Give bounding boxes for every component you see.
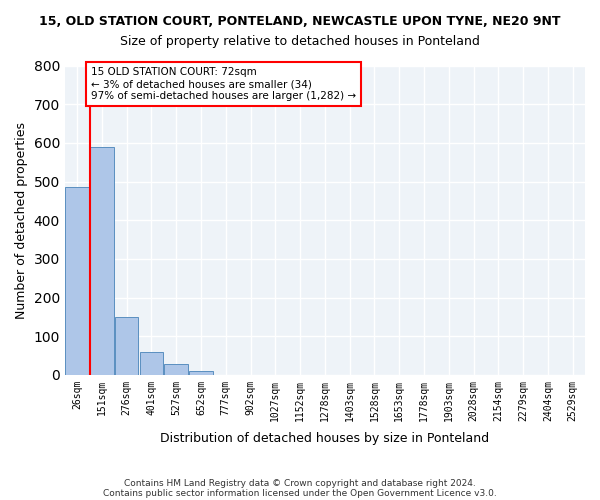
Bar: [140, 352, 163, 375]
X-axis label: Distribution of detached houses by size in Ponteland: Distribution of detached houses by size …: [160, 432, 490, 445]
Text: 15 OLD STATION COURT: 72sqm
← 3% of detached houses are smaller (34)
97% of semi: 15 OLD STATION COURT: 72sqm ← 3% of deta…: [91, 68, 356, 100]
Text: 15, OLD STATION COURT, PONTELAND, NEWCASTLE UPON TYNE, NE20 9NT: 15, OLD STATION COURT, PONTELAND, NEWCAS…: [39, 15, 561, 28]
Bar: [164, 364, 188, 375]
Bar: [65, 188, 89, 375]
Text: Contains public sector information licensed under the Open Government Licence v3: Contains public sector information licen…: [103, 488, 497, 498]
Bar: [115, 317, 139, 375]
Bar: [189, 371, 213, 375]
Text: Size of property relative to detached houses in Ponteland: Size of property relative to detached ho…: [120, 35, 480, 48]
Bar: [90, 146, 114, 375]
Text: Contains HM Land Registry data © Crown copyright and database right 2024.: Contains HM Land Registry data © Crown c…: [124, 478, 476, 488]
Y-axis label: Number of detached properties: Number of detached properties: [15, 122, 28, 318]
